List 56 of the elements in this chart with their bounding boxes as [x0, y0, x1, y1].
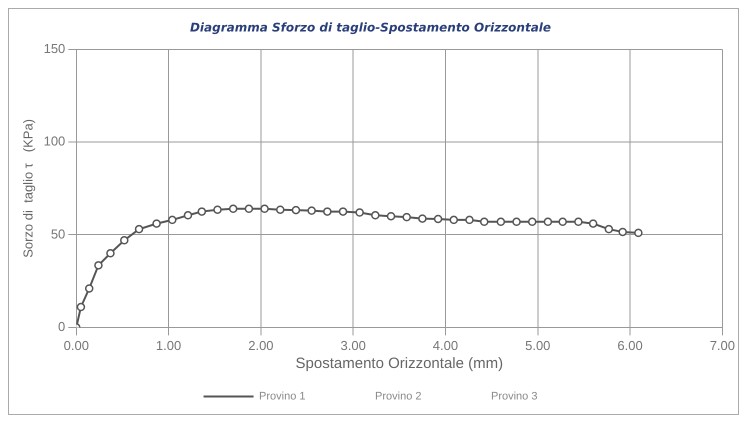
point — [213, 205, 222, 214]
point — [386, 212, 396, 220]
point — [338, 207, 348, 216]
point — [588, 219, 598, 228]
text: Provino 3 — [490, 390, 538, 403]
point — [228, 204, 238, 214]
x-tick-label: 2.00 — [248, 338, 274, 353]
point — [106, 249, 115, 258]
point — [134, 224, 144, 234]
x-axis-title: Spostamento Orizzontale (mm) — [296, 355, 504, 372]
point — [323, 207, 332, 216]
point — [574, 218, 583, 226]
point — [634, 228, 643, 238]
x-tick-label: 4.00 — [432, 338, 458, 353]
y-tick-label: 100 — [44, 134, 66, 149]
x-tick-label: 5.00 — [525, 338, 550, 353]
x-tick-label: 1.00 — [156, 338, 182, 353]
point — [371, 211, 380, 220]
chart-title: Diagramma Sforzo di taglio-Spostamento Orizzontale — [190, 20, 552, 34]
point — [450, 216, 458, 224]
point — [307, 206, 316, 215]
y-axis-title: Sorzo di taglio τ (KPa) — [20, 118, 36, 258]
point — [604, 224, 614, 234]
point — [496, 218, 506, 226]
y-tick-label: 150 — [44, 40, 66, 56]
point — [544, 218, 552, 226]
point — [168, 216, 177, 224]
point — [528, 218, 536, 226]
point — [480, 218, 488, 226]
x-tick-label: 3.00 — [340, 338, 366, 353]
y-tick-label: 0 — [58, 318, 66, 334]
x-tick-label: 7.00 — [710, 338, 736, 353]
point — [434, 214, 442, 224]
point — [184, 211, 192, 220]
point — [292, 206, 300, 214]
point — [276, 205, 285, 214]
point — [94, 261, 103, 270]
point — [198, 207, 206, 216]
x-tick-label: 0.00 — [64, 338, 89, 353]
point — [260, 204, 269, 214]
point — [84, 284, 94, 293]
point — [355, 208, 364, 217]
legend-label: Provino 1 — [259, 390, 306, 403]
point — [76, 302, 86, 312]
x-tick-label: 6.00 — [617, 338, 643, 353]
point — [512, 218, 521, 226]
point — [618, 228, 627, 236]
point — [120, 236, 129, 245]
point — [244, 204, 254, 214]
point — [152, 219, 161, 228]
point — [418, 214, 427, 223]
point — [465, 216, 474, 224]
text: Provino 2 — [375, 390, 422, 403]
point — [402, 212, 411, 222]
point — [558, 218, 567, 226]
y-tick-label: 50 — [50, 226, 66, 242]
